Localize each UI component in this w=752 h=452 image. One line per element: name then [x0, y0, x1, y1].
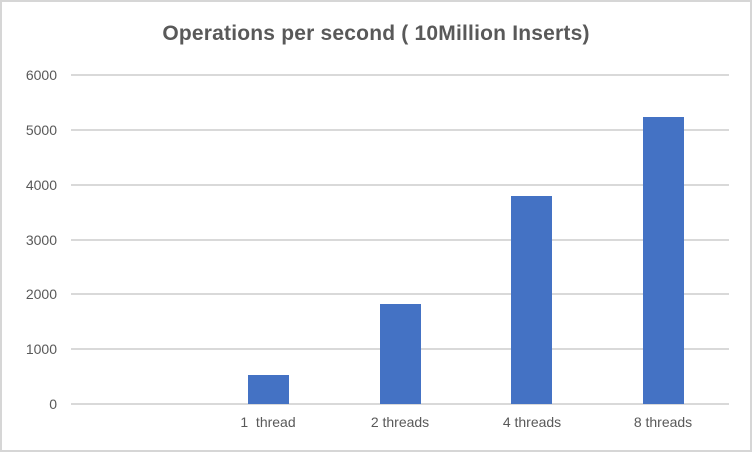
- bar-1-thread: [248, 375, 289, 404]
- gridline: [71, 403, 729, 405]
- plot-area: [71, 74, 729, 405]
- y-axis-tick-label: 1000: [25, 341, 57, 357]
- gridline: [71, 129, 729, 131]
- y-axis-tick-label: 4000: [25, 177, 57, 193]
- x-axis-category-label: 2 threads: [370, 414, 430, 430]
- gridline: [71, 184, 729, 186]
- bar-4-threads: [511, 196, 552, 404]
- x-axis-category-label: 1 thread: [240, 414, 296, 430]
- gridline: [71, 74, 729, 76]
- bar-2-threads: [380, 304, 421, 404]
- y-axis-tick-label: 2000: [25, 286, 57, 302]
- y-axis-tick-label: 3000: [25, 232, 57, 248]
- bar-8-threads: [643, 117, 684, 404]
- y-axis-tick-label: 6000: [25, 67, 57, 83]
- chart-title: Operations per second ( 10Million Insert…: [162, 22, 590, 45]
- y-axis-tick-label: 0: [49, 396, 57, 412]
- gridline: [71, 293, 729, 295]
- gridline: [71, 239, 729, 241]
- y-axis-tick-label: 5000: [25, 122, 57, 138]
- x-axis-category-label: 4 threads: [502, 414, 562, 430]
- x-axis-category-label: 8 threads: [633, 414, 693, 430]
